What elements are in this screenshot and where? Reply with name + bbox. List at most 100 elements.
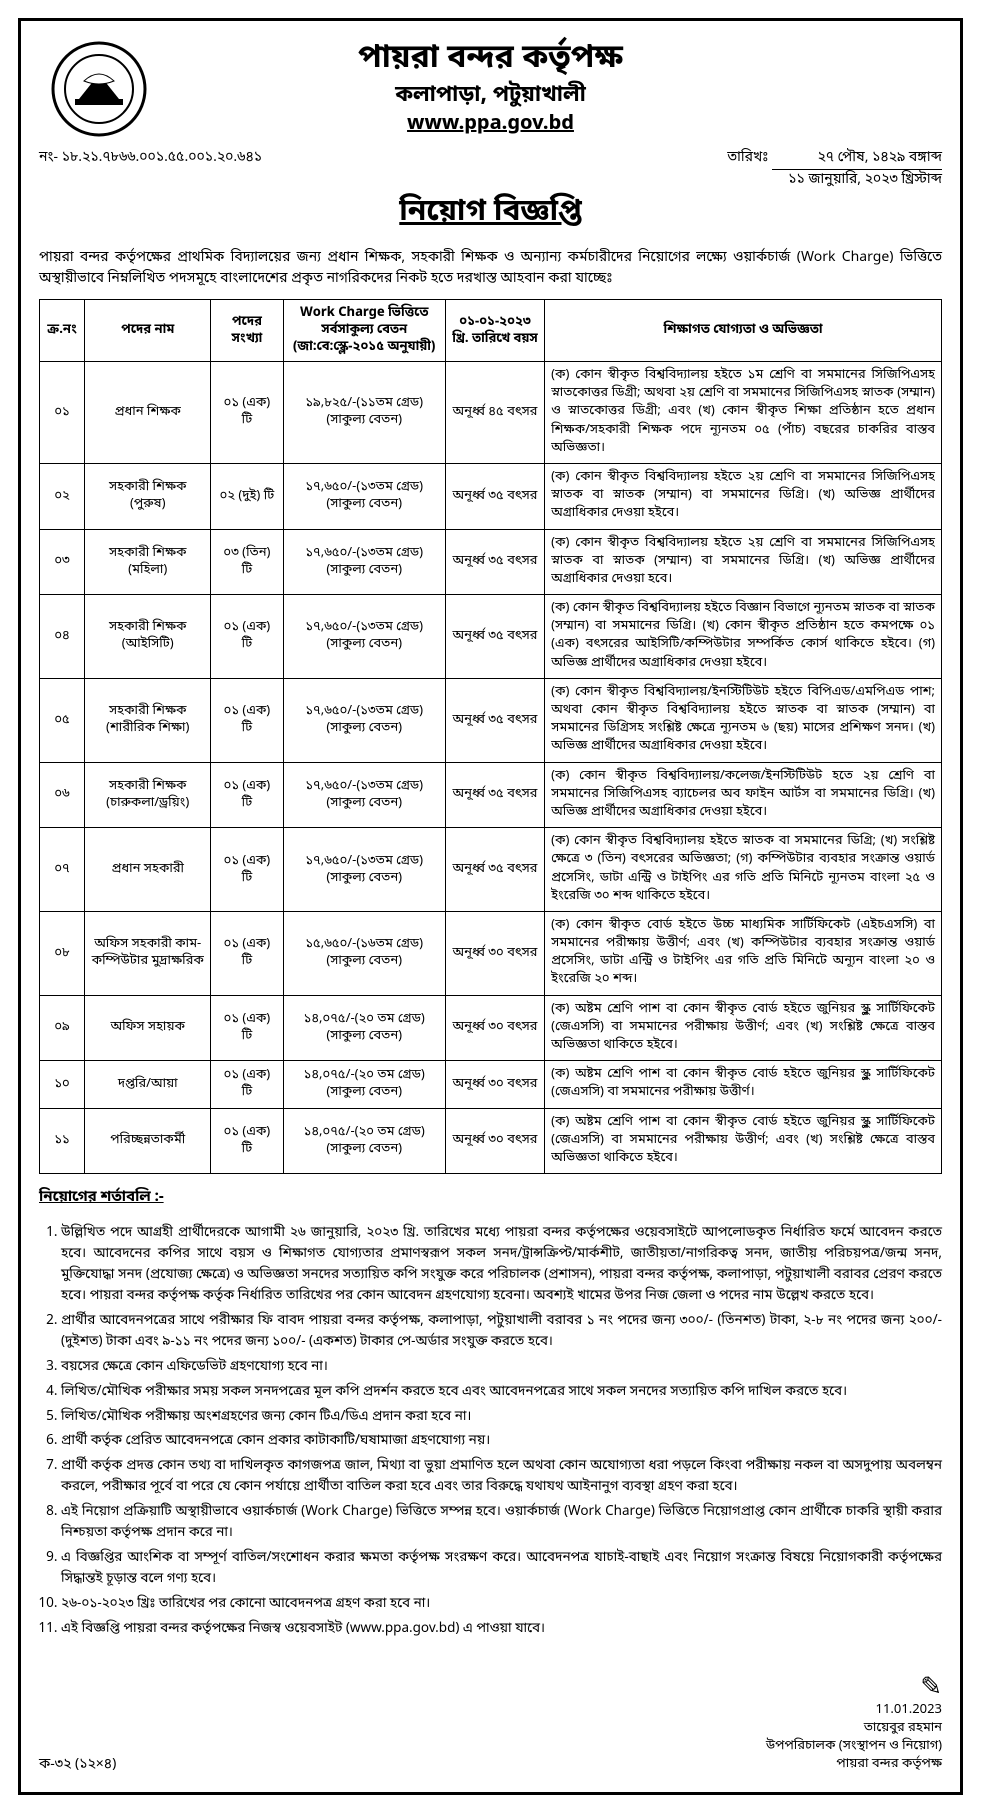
cell-qual: (ক) কোন স্বীকৃত বিশ্ববিদ্যালয় হইতে ২য় …: [545, 463, 942, 529]
cell-sl: ১০: [40, 1061, 85, 1108]
table-row: ০৪সহকারী শিক্ষক (আইসিটি)০১ (এক) টি১৭,৬৫০…: [40, 595, 942, 679]
org-name: পায়রা বন্দর কর্তৃপক্ষ: [39, 39, 942, 81]
table-row: ১১পরিচ্ছন্নতাকর্মী০১ (এক) টি১৪,০৭৫/-(২০ …: [40, 1108, 942, 1174]
cell-pay: ১৭,৬৫০/-(১৩তম গ্রেড) (সাকুল্য বেতন): [283, 678, 445, 762]
cell-post: সহকারী শিক্ষক (মহিলা): [85, 529, 211, 595]
signature-org: পায়রা বন্দর কর্তৃপক্ষ: [766, 1756, 942, 1774]
th-sl: ক্র.নং: [40, 300, 85, 362]
cell-pay: ১৭,৬৫০/-(১৩তম গ্রেড) (সাকুল্য বেতন): [283, 529, 445, 595]
cell-age: অনূর্ধ্ব ৪৫ বৎসর: [445, 362, 544, 464]
cell-qual: (ক) অষ্টম শ্রেণি পাশ বা কোন স্বীকৃত বোর্…: [545, 995, 942, 1061]
notice-title: নিয়োগ বিজ্ঞপ্তি: [39, 193, 942, 233]
cell-sl: ০৬: [40, 762, 85, 828]
meta-row: নং- ১৮.২১.৭৮৬৬.০০১.৫৫.০০১.২০.৬৪১ তারিখঃ …: [39, 148, 942, 189]
term-item: এ বিজ্ঞপ্তির আংশিক বা সম্পূর্ণ বাতিল/সংশ…: [61, 1548, 942, 1590]
table-row: ০৭প্রধান সহকারী০১ (এক) টি১৭,৬৫০/-(১৩তম গ…: [40, 828, 942, 912]
cell-post: দপ্তরি/আয়া: [85, 1061, 211, 1108]
table-row: ০৮অফিস সহকারী কাম-কম্পিউটার মুদ্রাক্ষরিক…: [40, 911, 942, 995]
signature-designation: উপপরিচালক (সংস্থাপন ও নিয়োগ): [766, 1738, 942, 1756]
term-item: উল্লিখিত পদে আগ্রহী প্রার্থীদেরকে আগামী …: [61, 1223, 942, 1307]
cell-age: অনূর্ধ্ব ৩০ বৎসর: [445, 1061, 544, 1108]
terms-heading: নিয়োগের শর্তাবলি :-: [39, 1188, 942, 1208]
cell-qual: (ক) কোন স্বীকৃত বিশ্ববিদ্যালয়/ইনস্টিটিউ…: [545, 678, 942, 762]
signature-block: ✎ 11.01.2023 তায়েবুর রহমান উপপরিচালক (স…: [766, 1669, 942, 1774]
cell-count: ০২ (দুই) টি: [211, 463, 283, 529]
jobs-table: ক্র.নং পদের নাম পদের সংখ্যা Work Charge …: [39, 299, 942, 1174]
table-row: ০৯অফিস সহায়ক০১ (এক) টি১৪,০৭৫/-(২০ তম গ্…: [40, 995, 942, 1061]
term-item: এই নিয়োগ প্রক্রিয়াটি অস্থায়ীভাবে ওয়া…: [61, 1502, 942, 1544]
intro-paragraph: পায়রা বন্দর কর্তৃপক্ষের প্রাথমিক বিদ্যা…: [39, 247, 942, 289]
header: পায়রা বন্দর কর্তৃপক্ষ কলাপাড়া, পটুয়াখ…: [39, 39, 942, 138]
cell-sl: ০২: [40, 463, 85, 529]
cell-pay: ১৪,০৭৫/-(২০ তম গ্রেড) (সাকুল্য বেতন): [283, 995, 445, 1061]
table-header-row: ক্র.নং পদের নাম পদের সংখ্যা Work Charge …: [40, 300, 942, 362]
cell-count: ০১ (এক) টি: [211, 678, 283, 762]
cell-qual: (ক) কোন স্বীকৃত বিশ্ববিদ্যালয়/কলেজ/ইনস্…: [545, 762, 942, 828]
cell-qual: (ক) কোন স্বীকৃত বিশ্ববিদ্যালয় হইতে বিজ্…: [545, 595, 942, 679]
cell-count: ০১ (এক) টি: [211, 362, 283, 464]
cell-qual: (ক) অষ্টম শ্রেণি পাশ বা কোন স্বীকৃত বোর্…: [545, 1061, 942, 1108]
table-row: ১০দপ্তরি/আয়া০১ (এক) টি১৪,০৭৫/-(২০ তম গ্…: [40, 1061, 942, 1108]
cell-count: ০১ (এক) টি: [211, 911, 283, 995]
cell-count: ০১ (এক) টি: [211, 995, 283, 1061]
cell-sl: ০৭: [40, 828, 85, 912]
cell-pay: ১৪,০৭৫/-(২০ তম গ্রেড) (সাকুল্য বেতন): [283, 1108, 445, 1174]
cell-sl: ০৪: [40, 595, 85, 679]
signature-name: তায়েবুর রহমান: [766, 1720, 942, 1738]
cell-age: অনূর্ধ্ব ৩৫ বৎসর: [445, 678, 544, 762]
cell-sl: ০৮: [40, 911, 85, 995]
term-item: এই বিজ্ঞপ্তি পায়রা বন্দর কর্তৃপক্ষের নি…: [61, 1619, 942, 1640]
signature-scribble: ✎: [766, 1669, 942, 1705]
term-item: লিখিত/মৌখিক পরীক্ষার সময় সকল সনদপত্রের …: [61, 1382, 942, 1403]
cell-sl: ০৫: [40, 678, 85, 762]
cell-qual: (ক) কোন স্বীকৃত বিশ্ববিদ্যালয় হইতে ২য় …: [545, 529, 942, 595]
th-qual: শিক্ষাগত যোগ্যতা ও অভিজ্ঞতা: [545, 300, 942, 362]
term-item: বয়সের ক্ষেত্রে কোন এফিডেভিট গ্রহণযোগ্য …: [61, 1357, 942, 1378]
cell-count: ০১ (এক) টি: [211, 1061, 283, 1108]
date-label: তারিখঃ: [727, 148, 768, 167]
cell-pay: ১৭,৬৫০/-(১৩তম গ্রেড) (সাকুল্য বেতন): [283, 828, 445, 912]
org-logo-icon: [49, 39, 149, 139]
cell-pay: ১৫,৬৫০/-(১৬তম গ্রেড) (সাকুল্য বেতন): [283, 911, 445, 995]
cell-age: অনূর্ধ্ব ৩৫ বৎসর: [445, 762, 544, 828]
cell-sl: ১১: [40, 1108, 85, 1174]
table-row: ০৫সহকারী শিক্ষক (শারীরিক শিক্ষা)০১ (এক) …: [40, 678, 942, 762]
table-row: ০১প্রধান শিক্ষক০১ (এক) টি১৯,৮২৫/-(১১তম গ…: [40, 362, 942, 464]
cell-pay: ১৪,০৭৫/-(২০ তম গ্রেড) (সাকুল্য বেতন): [283, 1061, 445, 1108]
date-english: ১১ জানুয়ারি, ২০২৩ খ্রিস্টাব্দ: [788, 170, 942, 189]
date-box: তারিখঃ ২৭ পৌষ, ১৪২৯ বঙ্গাব্দ ১১ জানুয়ার…: [727, 148, 942, 189]
cell-age: অনূর্ধ্ব ৩০ বৎসর: [445, 995, 544, 1061]
th-age: ০১-০১-২০২৩ খ্রি. তারিখে বয়স: [445, 300, 544, 362]
cell-post: সহকারী শিক্ষক (চারুকলা/ড্রয়িং): [85, 762, 211, 828]
cell-pay: ১৯,৮২৫/-(১১তম গ্রেড) (সাকুল্য বেতন): [283, 362, 445, 464]
th-pay: Work Charge ভিত্তিতে সর্বসাকুল্য বেতন (জ…: [283, 300, 445, 362]
cell-age: অনূর্ধ্ব ৩০ বৎসর: [445, 911, 544, 995]
term-item: ২৬-০১-২০২৩ খ্রিঃ তারিখের পর কোনো আবেদনপত…: [61, 1594, 942, 1615]
cell-post: প্রধান সহকারী: [85, 828, 211, 912]
cell-qual: (ক) কোন স্বীকৃত বিশ্ববিদ্যালয় হইতে স্না…: [545, 828, 942, 912]
cell-qual: (ক) কোন স্বীকৃত বোর্ড হইতে উচ্চ মাধ্যমিক…: [545, 911, 942, 995]
terms-list: উল্লিখিত পদে আগ্রহী প্রার্থীদেরকে আগামী …: [39, 1223, 942, 1640]
table-row: ০২সহকারী শিক্ষক (পুরুষ)০২ (দুই) টি১৭,৬৫০…: [40, 463, 942, 529]
cell-count: ০৩ (তিন) টি: [211, 529, 283, 595]
th-post: পদের নাম: [85, 300, 211, 362]
th-count: পদের সংখ্যা: [211, 300, 283, 362]
cell-pay: ১৭,৬৫০/-(১৩তম গ্রেড) (সাকুল্য বেতন): [283, 595, 445, 679]
cell-post: সহকারী শিক্ষক (শারীরিক শিক্ষা): [85, 678, 211, 762]
cell-pay: ১৭,৬৫০/-(১৩তম গ্রেড) (সাকুল্য বেতন): [283, 463, 445, 529]
term-item: লিখিত/মৌখিক পরীক্ষায় অংশগ্রহণের জন্য কো…: [61, 1407, 942, 1428]
cell-sl: ০১: [40, 362, 85, 464]
cell-post: প্রধান শিক্ষক: [85, 362, 211, 464]
cell-post: সহকারী শিক্ষক (আইসিটি): [85, 595, 211, 679]
cell-qual: (ক) অষ্টম শ্রেণি পাশ বা কোন স্বীকৃত বোর্…: [545, 1108, 942, 1174]
cell-post: অফিস সহায়ক: [85, 995, 211, 1061]
cell-pay: ১৭,৬৫০/-(১৩তম গ্রেড) (সাকুল্য বেতন): [283, 762, 445, 828]
date-bengali: ২৭ পৌষ, ১৪২৯ বঙ্গাব্দ: [772, 148, 942, 170]
cell-post: অফিস সহকারী কাম-কম্পিউটার মুদ্রাক্ষরিক: [85, 911, 211, 995]
cell-qual: (ক) কোন স্বীকৃত বিশ্ববিদ্যালয় হইতে ১ম শ…: [545, 362, 942, 464]
footer-left-code: ক-৩২ (১২×৪): [39, 1755, 116, 1774]
term-item: প্রার্থীর আবেদনপত্রের সাথে পরীক্ষার ফি ব…: [61, 1311, 942, 1353]
cell-sl: ০৯: [40, 995, 85, 1061]
org-website[interactable]: www.ppa.gov.bd: [39, 112, 942, 138]
cell-age: অনূর্ধ্ব ৩৫ বৎসর: [445, 828, 544, 912]
